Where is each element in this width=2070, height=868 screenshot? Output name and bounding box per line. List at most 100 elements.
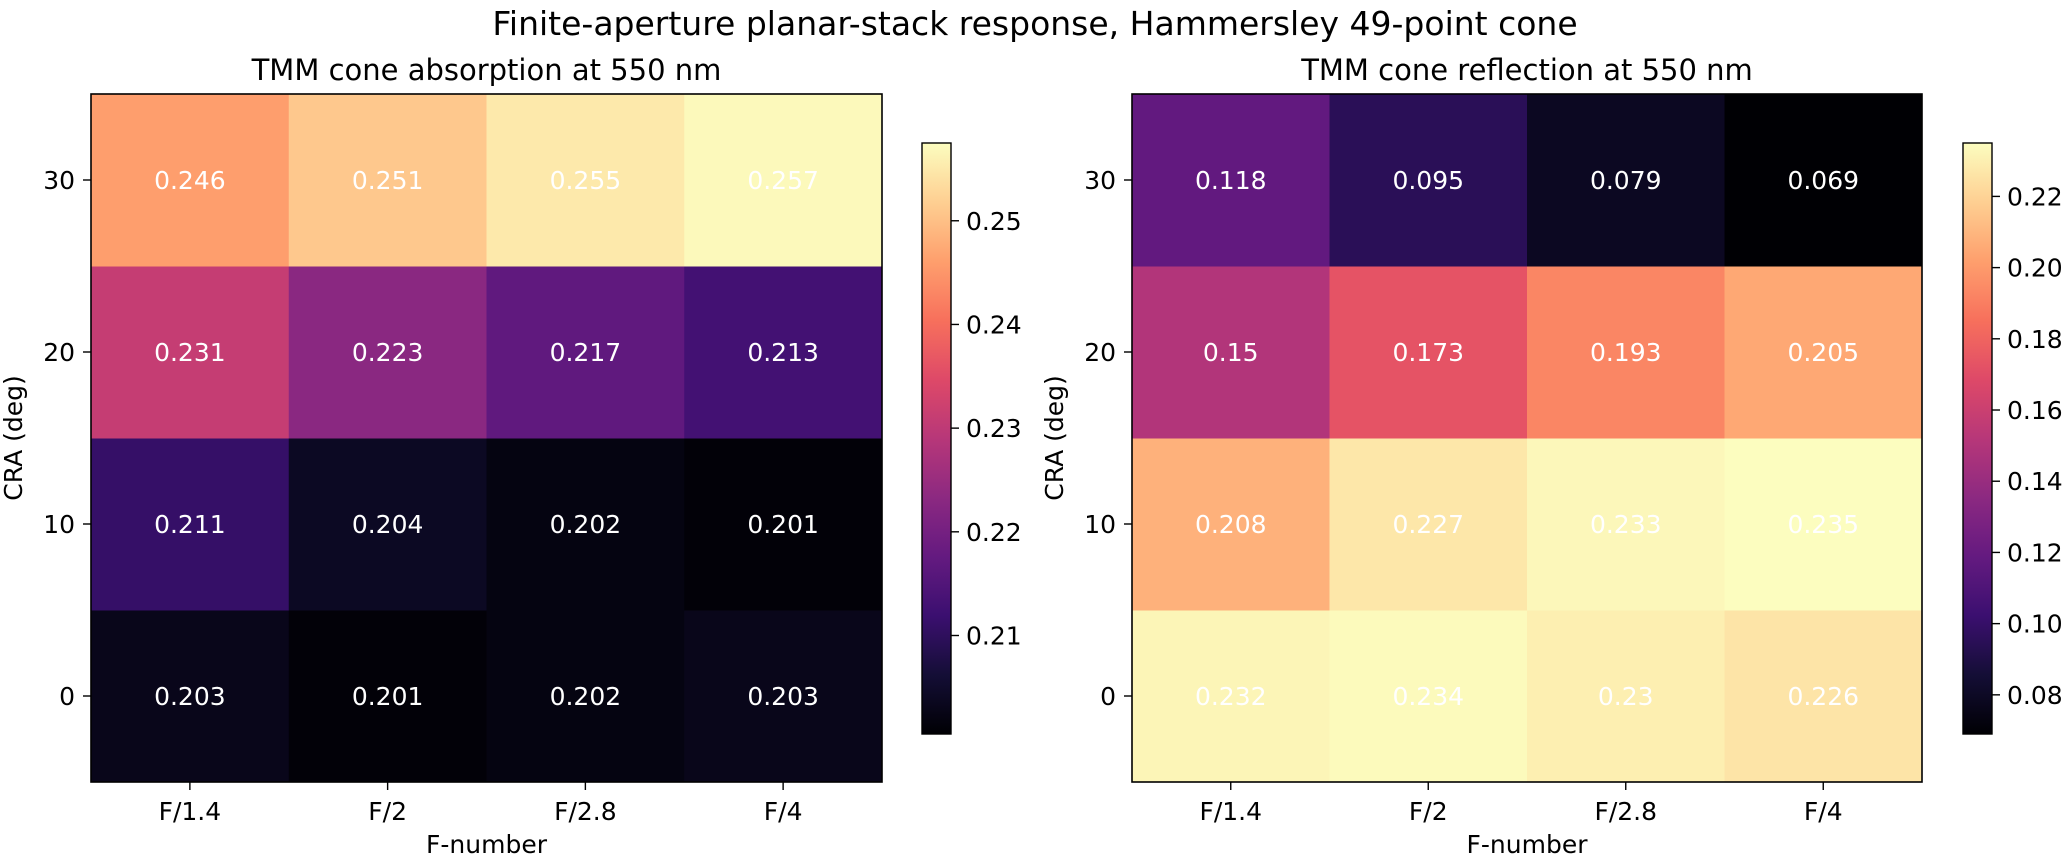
heatmap-cell bbox=[288, 266, 487, 439]
heatmap-cell bbox=[1132, 266, 1330, 439]
plot-frame bbox=[1131, 93, 1923, 783]
plot-frame bbox=[90, 93, 883, 783]
x-axis-label: F-number bbox=[1467, 830, 1589, 859]
heatmap-cell bbox=[1527, 266, 1725, 439]
colorbar-tick-label: 0.24 bbox=[966, 310, 1022, 339]
y-tick-label: 30 bbox=[1084, 166, 1116, 195]
y-tick-label: 10 bbox=[43, 510, 75, 539]
heatmap-cell bbox=[684, 610, 883, 783]
y-tick-label: 20 bbox=[1084, 338, 1116, 367]
colorbar-tick-label: 0.21 bbox=[966, 622, 1022, 651]
x-tick-label: F/4 bbox=[764, 797, 803, 826]
heatmap-cell bbox=[1724, 438, 1923, 611]
cell-value-label: 0.223 bbox=[352, 338, 424, 367]
cell-value-label: 0.201 bbox=[747, 510, 819, 539]
colorbar-tick-label: 0.14 bbox=[2007, 467, 2063, 496]
heatmap-cell bbox=[288, 610, 487, 783]
cell-value-label: 0.173 bbox=[1392, 338, 1464, 367]
colorbar-tick-label: 0.10 bbox=[2007, 610, 2063, 639]
cell-value-label: 0.204 bbox=[352, 510, 424, 539]
y-tick-label: 30 bbox=[43, 166, 75, 195]
colorbar-tick-label: 0.25 bbox=[966, 207, 1022, 236]
x-tick-label: F/1.4 bbox=[159, 797, 222, 826]
heatmap-cell bbox=[684, 94, 883, 267]
figure-title: Finite-aperture planar-stack response, H… bbox=[492, 4, 1577, 43]
heatmap-cell bbox=[684, 266, 883, 439]
panel-title: TMM cone absorption at 550 nm bbox=[251, 53, 722, 87]
cell-value-label: 0.233 bbox=[1590, 510, 1662, 539]
heatmap-cell bbox=[288, 438, 487, 611]
cell-value-label: 0.201 bbox=[352, 682, 424, 711]
heatmap-cell bbox=[1724, 266, 1923, 439]
heatmap-cell bbox=[1527, 438, 1725, 611]
heatmap-cell bbox=[1724, 610, 1923, 783]
heatmap-cell bbox=[684, 438, 883, 611]
x-tick-label: F/4 bbox=[1804, 797, 1843, 826]
colorbar bbox=[921, 142, 952, 735]
heatmap-cell bbox=[1724, 94, 1923, 267]
cell-value-label: 0.257 bbox=[747, 166, 819, 195]
colorbar-tick-label: 0.22 bbox=[966, 518, 1022, 547]
cell-value-label: 0.234 bbox=[1392, 682, 1464, 711]
x-tick-label: F/1.4 bbox=[1199, 797, 1262, 826]
x-tick-label: F/2 bbox=[1409, 797, 1448, 826]
cell-value-label: 0.23 bbox=[1598, 682, 1654, 711]
heatmap-cell bbox=[91, 438, 290, 611]
cell-value-label: 0.226 bbox=[1787, 682, 1859, 711]
cell-value-label: 0.069 bbox=[1787, 166, 1859, 195]
heatmap-cell bbox=[1527, 94, 1725, 267]
heatmap-cell bbox=[1132, 438, 1330, 611]
cell-value-label: 0.193 bbox=[1590, 338, 1662, 367]
cell-value-label: 0.235 bbox=[1787, 510, 1859, 539]
cell-value-label: 0.095 bbox=[1392, 166, 1464, 195]
heatmap-cell bbox=[91, 266, 290, 439]
y-tick-label: 10 bbox=[1084, 510, 1116, 539]
cell-value-label: 0.246 bbox=[154, 166, 226, 195]
colorbar-tick-label: 0.20 bbox=[2007, 254, 2063, 283]
heatmap-cell bbox=[1132, 94, 1330, 267]
y-tick-label: 20 bbox=[43, 338, 75, 367]
heatmap-cell bbox=[486, 610, 685, 783]
heatmap-cell bbox=[1329, 94, 1528, 267]
cell-value-label: 0.213 bbox=[747, 338, 819, 367]
cell-value-label: 0.079 bbox=[1590, 166, 1662, 195]
heatmap-cell bbox=[486, 266, 685, 439]
colorbar-tick-label: 0.08 bbox=[2007, 681, 2063, 710]
heatmap-cell bbox=[1329, 438, 1528, 611]
heatmap-cell bbox=[1527, 610, 1725, 783]
cell-value-label: 0.202 bbox=[550, 682, 622, 711]
panel-title: TMM cone reflection at 550 nm bbox=[1300, 53, 1753, 87]
cell-value-label: 0.211 bbox=[154, 510, 226, 539]
colorbar-tick-label: 0.16 bbox=[2007, 396, 2063, 425]
cell-value-label: 0.205 bbox=[1787, 338, 1859, 367]
cell-value-label: 0.208 bbox=[1195, 510, 1267, 539]
y-tick-label: 0 bbox=[1100, 682, 1116, 711]
heatmap-cell bbox=[486, 94, 685, 267]
cell-value-label: 0.202 bbox=[550, 510, 622, 539]
cell-value-label: 0.203 bbox=[154, 682, 226, 711]
heatmap-cell bbox=[91, 94, 290, 267]
heatmap-cell bbox=[1132, 610, 1330, 783]
x-axis-label: F-number bbox=[426, 830, 548, 859]
heatmap-cell bbox=[288, 94, 487, 267]
heatmap-cell bbox=[91, 610, 290, 783]
colorbar-tick-label: 0.23 bbox=[966, 414, 1022, 443]
colorbar-tick-label: 0.12 bbox=[2007, 538, 2063, 567]
cell-value-label: 0.217 bbox=[550, 338, 622, 367]
cell-value-label: 0.203 bbox=[747, 682, 819, 711]
colorbar bbox=[1962, 142, 1993, 735]
heatmap-panel-1: 0.203 0.201 0.202 0.203 0.211 0.204 0.202 0.201… bbox=[0, 53, 1022, 859]
x-tick-label: F/2 bbox=[368, 797, 407, 826]
heatmap-cell bbox=[1329, 610, 1528, 783]
cell-value-label: 0.251 bbox=[352, 166, 424, 195]
cell-value-label: 0.255 bbox=[550, 166, 622, 195]
cell-value-label: 0.227 bbox=[1392, 510, 1464, 539]
colorbar-tick-label: 0.18 bbox=[2007, 325, 2063, 354]
cell-value-label: 0.231 bbox=[154, 338, 226, 367]
y-axis-label: CRA (deg) bbox=[1040, 375, 1069, 501]
heatmap-cell bbox=[486, 438, 685, 611]
cell-value-label: 0.118 bbox=[1195, 166, 1267, 195]
x-tick-label: F/2.8 bbox=[1594, 797, 1657, 826]
x-tick-label: F/2.8 bbox=[554, 797, 617, 826]
